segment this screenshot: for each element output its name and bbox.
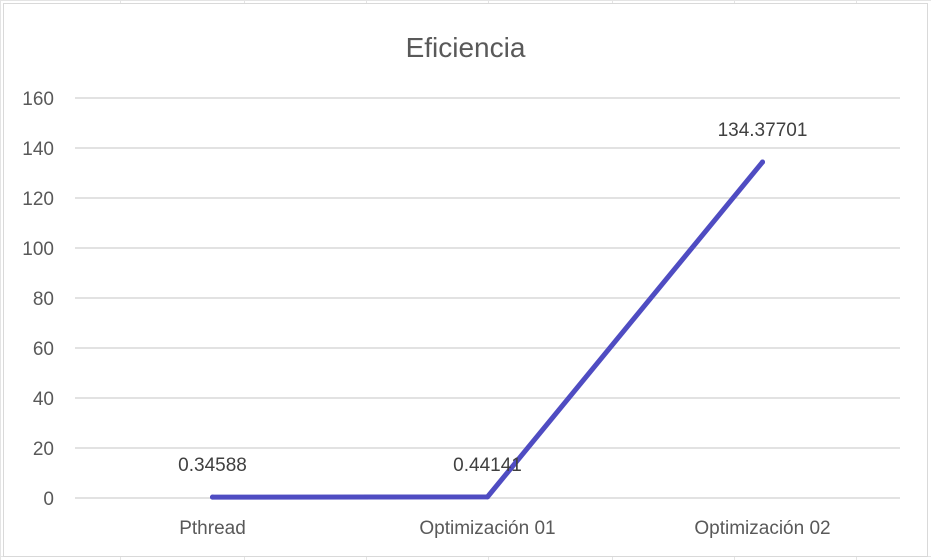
y-tick-label: 120 (22, 189, 54, 210)
y-axis-tick-labels: 0 20 40 60 80 100 120 140 160 (22, 89, 54, 510)
x-tick-label: Pthread (179, 518, 246, 539)
y-tick-label: 0 (43, 489, 54, 510)
data-point[interactable] (210, 494, 215, 500)
sheet-gridline (0, 0, 931, 1)
data-point[interactable] (485, 494, 490, 500)
y-tick-label: 140 (22, 139, 54, 160)
y-tick-label: 60 (33, 339, 54, 360)
line-chart: Eficiencia 0 20 40 60 80 100 120 140 160 Pthread… (22, 32, 900, 539)
gridlines (75, 97, 900, 499)
series-layer (210, 159, 765, 500)
chart-title: Eficiencia (406, 32, 526, 63)
y-tick-label: 40 (33, 389, 54, 410)
y-tick-label: 20 (33, 439, 54, 460)
data-point[interactable] (760, 159, 765, 165)
chart-object[interactable]: Eficiencia 0 20 40 60 80 100 120 140 160 Pthread… (3, 3, 928, 557)
y-tick-label: 80 (33, 289, 54, 310)
sheet-gridline (0, 0, 1, 560)
y-tick-label: 160 (22, 89, 54, 110)
x-axis-tick-labels: Pthread Optimización 01 Optimización 02 (179, 518, 830, 539)
series-line[interactable] (210, 159, 765, 500)
data-label: 0.44141 (453, 455, 522, 476)
y-tick-label: 100 (22, 239, 54, 260)
data-label: 0.34588 (178, 455, 247, 476)
data-labels: 0.34588 0.44141 134.37701 (178, 120, 807, 476)
data-label: 134.37701 (718, 120, 808, 141)
x-tick-label: Optimización 01 (419, 518, 555, 539)
x-tick-label: Optimización 02 (694, 518, 830, 539)
